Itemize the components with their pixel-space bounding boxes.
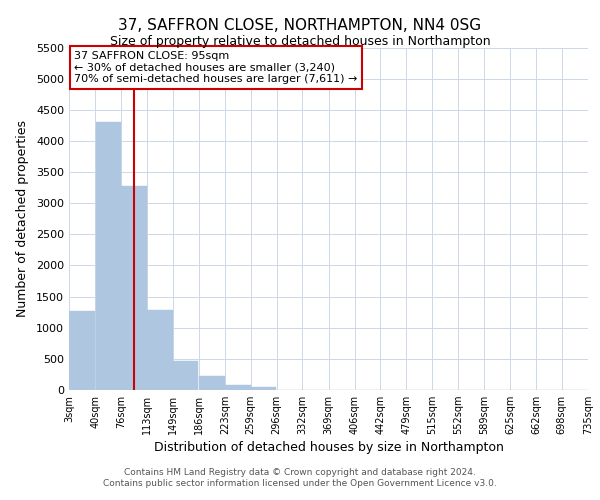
Bar — [251, 387, 277, 390]
Bar — [199, 376, 224, 390]
X-axis label: Distribution of detached houses by size in Northampton: Distribution of detached houses by size … — [154, 442, 503, 454]
Text: 37, SAFFRON CLOSE, NORTHAMPTON, NN4 0SG: 37, SAFFRON CLOSE, NORTHAMPTON, NN4 0SG — [118, 18, 482, 32]
Bar — [147, 310, 173, 390]
Bar — [173, 360, 199, 390]
Text: 37 SAFFRON CLOSE: 95sqm
← 30% of detached houses are smaller (3,240)
70% of semi: 37 SAFFRON CLOSE: 95sqm ← 30% of detache… — [74, 51, 358, 84]
Bar — [95, 122, 121, 390]
Bar — [69, 311, 95, 390]
Bar — [225, 385, 251, 390]
Text: Contains HM Land Registry data © Crown copyright and database right 2024.
Contai: Contains HM Land Registry data © Crown c… — [103, 468, 497, 487]
Text: Size of property relative to detached houses in Northampton: Size of property relative to detached ho… — [110, 35, 490, 48]
Bar — [121, 186, 147, 390]
Y-axis label: Number of detached properties: Number of detached properties — [16, 120, 29, 318]
